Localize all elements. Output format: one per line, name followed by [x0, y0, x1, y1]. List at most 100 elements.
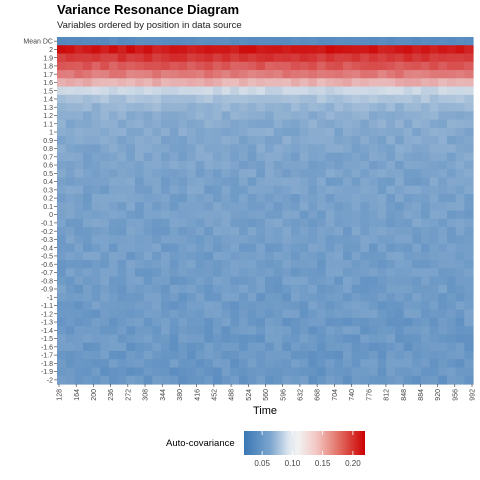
heatmap-cell: [291, 359, 300, 368]
heatmap-cell: [118, 277, 127, 286]
heatmap-cell: [265, 285, 274, 294]
heatmap-cell: [230, 45, 239, 54]
heatmap-cell: [92, 37, 101, 46]
heatmap-cell: [178, 45, 187, 54]
heatmap-cell: [456, 293, 465, 302]
heatmap-cell: [343, 177, 352, 186]
heatmap-cell: [395, 45, 404, 54]
heatmap-cell: [256, 359, 265, 368]
heatmap-cell: [360, 62, 369, 71]
heatmap-cell: [204, 235, 213, 244]
heatmap-cell: [213, 244, 222, 253]
heatmap-cell: [352, 144, 361, 153]
heatmap-cell: [317, 343, 326, 352]
heatmap-cell: [230, 211, 239, 220]
heatmap-cell: [57, 62, 66, 71]
heatmap-cell: [213, 70, 222, 79]
heatmap-cell: [265, 202, 274, 211]
heatmap-cell: [109, 111, 118, 120]
heatmap-cell: [152, 177, 161, 186]
heatmap-cell: [352, 343, 361, 352]
heatmap-cell: [308, 186, 317, 195]
heatmap-cell: [274, 128, 283, 137]
heatmap-cell: [378, 343, 387, 352]
heatmap-cell: [360, 293, 369, 302]
heatmap-cell: [222, 111, 231, 120]
heatmap-cell: [135, 62, 144, 71]
heatmap-cell: [343, 211, 352, 220]
heatmap-cell: [447, 277, 456, 286]
heatmap-cell: [343, 277, 352, 286]
heatmap-cell: [178, 244, 187, 253]
heatmap-cell: [144, 87, 153, 96]
heatmap-cell: [126, 326, 135, 335]
heatmap-cell: [126, 128, 135, 137]
heatmap-cell: [170, 326, 179, 335]
heatmap-cell: [456, 235, 465, 244]
heatmap-cell: [282, 359, 291, 368]
heatmap-cell: [83, 219, 92, 228]
heatmap-cell: [126, 318, 135, 327]
legend-tick-label: 0.10: [285, 459, 301, 468]
y-tick-label: 1.3: [43, 105, 53, 112]
heatmap-cell: [430, 268, 439, 277]
heatmap-cell: [161, 351, 170, 360]
heatmap-cell: [369, 235, 378, 244]
heatmap-cell: [170, 194, 179, 203]
heatmap-cell: [464, 293, 473, 302]
heatmap-cell: [118, 45, 127, 54]
heatmap-cell: [92, 359, 101, 368]
heatmap-cell: [100, 244, 109, 253]
heatmap-cell: [334, 45, 343, 54]
heatmap-cell: [343, 260, 352, 269]
heatmap-cell: [135, 45, 144, 54]
heatmap-cell: [369, 260, 378, 269]
heatmap-cell: [291, 310, 300, 319]
heatmap-cell: [92, 153, 101, 162]
heatmap-cell: [204, 277, 213, 286]
heatmap-cell: [100, 343, 109, 352]
heatmap-cell: [92, 78, 101, 87]
heatmap-cell: [282, 244, 291, 253]
heatmap-cell: [369, 144, 378, 153]
heatmap-cell: [196, 169, 205, 178]
heatmap-cell: [334, 194, 343, 203]
heatmap-cell: [92, 54, 101, 63]
y-tick-label: -1.6: [41, 344, 53, 351]
heatmap-cell: [395, 334, 404, 343]
heatmap-cell: [118, 227, 127, 236]
heatmap-cell: [248, 186, 257, 195]
heatmap-cell: [395, 277, 404, 286]
y-tick-label: 1: [49, 130, 53, 137]
heatmap-cell: [308, 54, 317, 63]
heatmap-cell: [265, 161, 274, 170]
heatmap-cell: [360, 169, 369, 178]
heatmap-cell: [83, 252, 92, 261]
heatmap-cell: [222, 293, 231, 302]
heatmap-cell: [386, 54, 395, 63]
heatmap-cell: [300, 144, 309, 153]
heatmap-cell: [178, 95, 187, 104]
heatmap-cell: [83, 103, 92, 112]
heatmap-cell: [291, 37, 300, 46]
heatmap-cell: [395, 351, 404, 360]
y-tick-label: -0.2: [41, 229, 53, 236]
heatmap-cell: [430, 277, 439, 286]
heatmap-cell: [456, 227, 465, 236]
heatmap-cell: [386, 285, 395, 294]
heatmap-cell: [83, 211, 92, 220]
y-tick-label: -1.3: [41, 320, 53, 327]
heatmap-cell: [144, 301, 153, 310]
heatmap-cell: [135, 194, 144, 203]
x-axis-label: Time: [253, 405, 277, 417]
heatmap-cell: [92, 310, 101, 319]
heatmap-cell: [326, 177, 335, 186]
heatmap-cell: [386, 268, 395, 277]
heatmap-cell: [196, 310, 205, 319]
heatmap-cell: [187, 87, 196, 96]
heatmap-cell: [308, 111, 317, 120]
heatmap-cell: [170, 169, 179, 178]
heatmap-cell: [196, 87, 205, 96]
heatmap-cell: [343, 120, 352, 129]
heatmap-cell: [360, 343, 369, 352]
